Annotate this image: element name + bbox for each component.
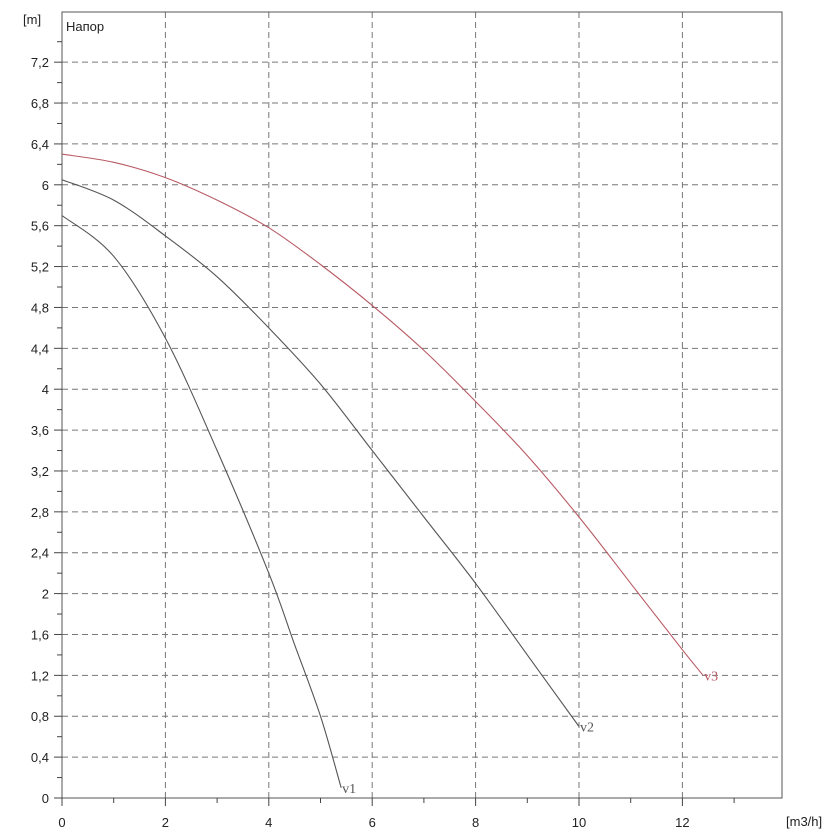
y-tick-label: 2,4 [31, 546, 49, 561]
y-tick-label: 4,8 [31, 300, 49, 315]
y-tick-label: 4,4 [31, 341, 49, 356]
y-tick-label: 2 [42, 587, 49, 602]
series-label-v1: v1 [342, 782, 356, 797]
y-tick-label: 0 [42, 791, 49, 806]
y-tick-label: 4 [42, 382, 49, 397]
y-tick-label: 6,4 [31, 137, 49, 152]
x-tick-label: 6 [369, 815, 376, 830]
series-label-v2: v2 [580, 720, 594, 735]
x-tick-label: 4 [265, 815, 272, 830]
y-tick-label: 3,6 [31, 423, 49, 438]
y-tick-label: 7,2 [31, 55, 49, 70]
chart-title: Напор [66, 19, 104, 34]
series-lines: v1 v2 v3 [61, 153, 718, 797]
x-tick-label: 8 [472, 815, 479, 830]
series-label-v3: v3 [704, 669, 718, 684]
series-line-v3 [61, 153, 704, 676]
y-axis-label: [m] [23, 12, 41, 27]
y-tick-label: 0,4 [31, 750, 49, 765]
x-tick-label: 2 [162, 815, 169, 830]
x-axis-label: [m3/h] [786, 814, 822, 829]
y-tick-label: 1,6 [31, 627, 49, 642]
y-tick-label: 1,2 [31, 668, 49, 683]
series-line-v2 [61, 179, 580, 727]
series-line-v1 [61, 215, 342, 788]
x-tick-label: 0 [58, 815, 65, 830]
y-tick-label: 5,6 [31, 219, 49, 234]
y-tick-label: 0,8 [31, 709, 49, 724]
grid [62, 12, 782, 798]
y-tick-label: 6,8 [31, 96, 49, 111]
y-tick-label: 2,8 [31, 505, 49, 520]
x-tick-label: 12 [675, 815, 689, 830]
x-tick-label: 10 [572, 815, 586, 830]
plot-frame [61, 11, 783, 799]
y-tick-label: 6 [42, 178, 49, 193]
y-tick-label: 5,2 [31, 260, 49, 275]
axis-ticks: 0 2 4 6 8 10 12 0 0,4 0,8 1,2 1,6 2 2,4 2,8 3,2 3,6 4 4,4 4… [31, 41, 735, 830]
y-tick-label: 3,2 [31, 464, 49, 479]
